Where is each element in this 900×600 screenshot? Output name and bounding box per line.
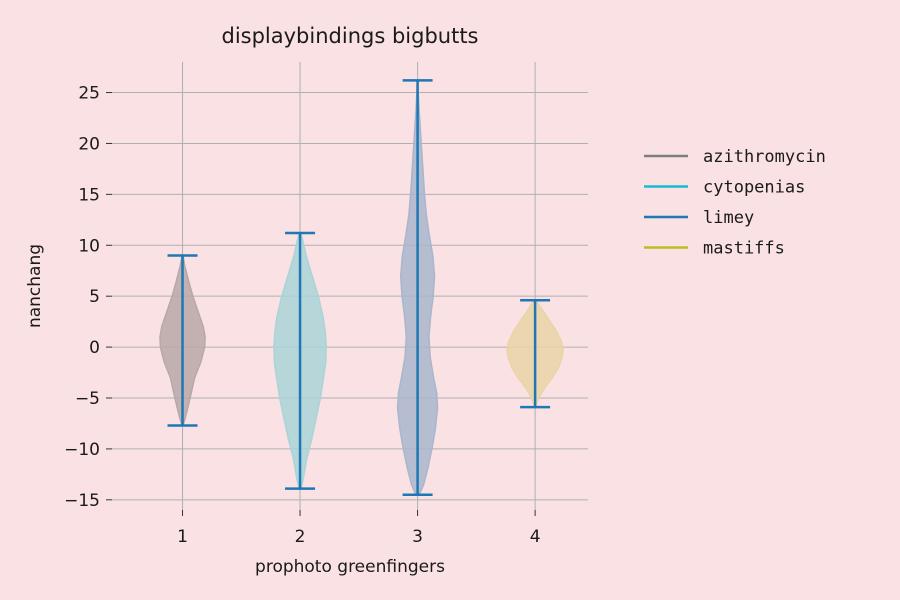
y-axis-title: nanchang — [25, 244, 45, 328]
y-tick-label: −15 — [64, 491, 100, 511]
y-tick-label: 15 — [78, 185, 100, 205]
y-tick-label: −10 — [64, 440, 100, 460]
violins — [159, 79, 565, 496]
legend-label-cytopenias: cytopenias — [703, 178, 805, 198]
y-tick-label: 10 — [78, 236, 100, 256]
chart-title: displaybindings bigbutts — [221, 24, 478, 48]
y-tick-label: 25 — [78, 84, 100, 104]
whiskers — [167, 79, 551, 496]
y-tick-label: 20 — [78, 134, 100, 154]
legend-label-mastiffs: mastiffs — [703, 239, 785, 259]
x-tick-label: 4 — [530, 527, 541, 547]
legend: azithromycin cytopenias limey mastiffs — [644, 147, 826, 259]
y-tick-label: −5 — [75, 389, 100, 409]
x-tick-label: 2 — [295, 527, 306, 547]
axes: −15 −10 −5 0 5 10 15 20 25 1 2 3 4 — [64, 84, 540, 547]
x-tick-label: 3 — [412, 527, 423, 547]
x-axis-title: prophoto greenfingers — [255, 557, 445, 577]
x-tick-label: 1 — [177, 527, 188, 547]
legend-label-azithromycin: azithromycin — [703, 147, 826, 167]
legend-label-limey: limey — [703, 208, 754, 228]
y-tick-label: 5 — [89, 287, 100, 307]
y-tick-label: 0 — [89, 338, 100, 358]
